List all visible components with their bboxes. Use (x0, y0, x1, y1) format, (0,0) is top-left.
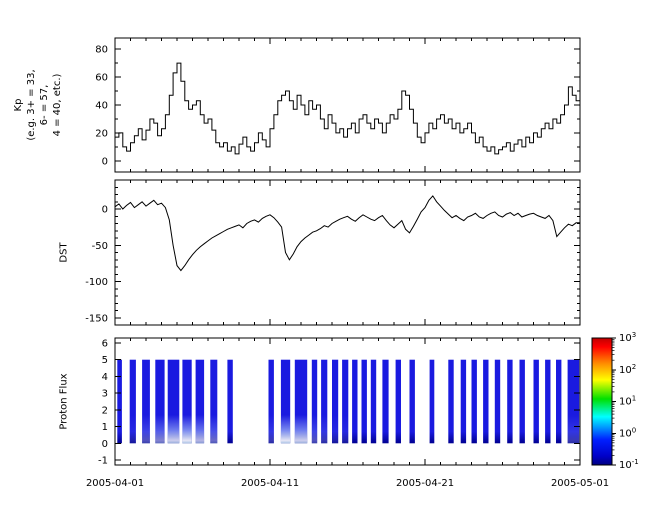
proton-flux-bar (352, 359, 358, 444)
y-tick-label: 0 (102, 439, 108, 450)
proton-flux-hot-region (155, 414, 165, 444)
y-tick-label: 0 (102, 156, 108, 167)
proton-flux-bar (409, 359, 415, 444)
proton-flux-hot-region (210, 414, 218, 444)
proton-flux-hot-region (332, 414, 339, 444)
proton-flux-bar (545, 359, 551, 444)
colorbar-tick-label: 101 (619, 395, 636, 408)
proton-flux-hot-region (182, 414, 192, 444)
proton-flux-bar (483, 359, 489, 444)
y-tick-label: 1 (102, 422, 108, 433)
kp-axis-label-line: (e.g. 3+ = 33, (26, 69, 37, 141)
proton-flux-bar (332, 359, 339, 444)
proton-flux-bar (268, 359, 274, 444)
y-tick-label: 6 (102, 339, 108, 350)
kp-axis-label-line: 6- = 57, (39, 84, 50, 126)
proton-flux-bar (361, 359, 367, 444)
y-tick-label: 0 (102, 205, 108, 216)
kp-axis-label: Kp (e.g. 3+ = 33, 6- = 57, 4 = 40, etc.) (12, 30, 64, 180)
proton-flux-bar (448, 359, 454, 444)
x-tick-label: 2005-04-11 (241, 478, 299, 489)
dst-line (114, 195, 580, 272)
dst-axis-label: DST (58, 242, 70, 263)
kp-panel-axes: 0 20 40 60 80 (95, 37, 581, 173)
kp-axis-label-line: 4 = 40, etc.) (52, 73, 63, 137)
proton-flux-bar (460, 359, 467, 444)
proton-flux-bar (533, 359, 539, 444)
proton-flux-hot-region (167, 414, 180, 444)
y-tick-label: -100 (85, 277, 108, 288)
y-tick-label: 40 (95, 101, 108, 112)
y-tick-label: -150 (85, 313, 108, 324)
kp-line (115, 62, 580, 155)
proton-flux-axis-label: Proton Flux (58, 373, 70, 430)
proton-flux-bar (155, 359, 165, 444)
y-tick-label: -1 (98, 456, 108, 467)
proton-flux-bar (567, 359, 580, 444)
y-tick-label: 60 (95, 73, 108, 84)
proton-flux-hot-region (311, 414, 318, 444)
kp-axis-label-line: Kp (13, 98, 24, 112)
colorbar-tick-label: 103 (619, 331, 636, 344)
y-tick-label: 20 (95, 128, 108, 139)
proton-flux-bar (429, 359, 435, 444)
proton-flux-bar (210, 359, 218, 444)
proton-flux-bars (117, 359, 580, 444)
y-tick-label: 80 (95, 45, 108, 56)
y-tick-label: 3 (102, 389, 108, 400)
proton-flux-bar (342, 359, 349, 444)
colorbar-tick-label: 102 (619, 363, 636, 376)
proton-flux-bar (519, 359, 525, 444)
y-tick-label: 5 (102, 355, 108, 366)
proton-flux-bar (167, 359, 180, 444)
proton-flux-hot-region (195, 414, 205, 444)
proton-flux-bar (227, 359, 233, 444)
proton-flux-hot-region (321, 414, 328, 444)
colorbar-gradient (592, 338, 612, 465)
dst-panel-axes: 0 -50 -100 -150 (85, 179, 581, 326)
colorbar-tick-label: 100 (619, 426, 636, 439)
x-tick-label: 2005-04-01 (86, 478, 144, 489)
proton-flux-bar (280, 359, 291, 444)
proton-flux-bar (321, 359, 328, 444)
proton-flux-hot-region (567, 414, 580, 444)
proton-flux-bar (117, 359, 122, 444)
proton-flux-bar (494, 359, 501, 444)
proton-flux-hot-region (268, 414, 274, 444)
y-tick-label: 2 (102, 405, 108, 416)
colorbar: 103 102 101 100 10-1 (591, 331, 639, 471)
y-tick-label: 4 (102, 372, 108, 383)
x-tick-label: 2005-04-21 (396, 478, 454, 489)
proton-flux-hot-region (129, 414, 136, 444)
proton-flux-bar (129, 359, 136, 444)
colorbar-tick-label: 10-1 (619, 458, 639, 471)
x-tick-label: 2005-05-01 (551, 478, 609, 489)
proton-flux-bar (370, 359, 377, 444)
proton-flux-bar (556, 359, 562, 444)
y-tick-label: -50 (92, 241, 108, 252)
proton-flux-hot-region (342, 414, 349, 444)
proton-flux-bar (382, 359, 389, 444)
proton-flux-bar (182, 359, 192, 444)
proton-flux-bar (195, 359, 205, 444)
proton-flux-panel-axes: 6 5 4 3 2 1 0 -1 (98, 337, 581, 467)
proton-flux-bar (395, 359, 401, 444)
proton-flux-bar (142, 359, 150, 444)
proton-flux-hot-region (280, 414, 291, 444)
proton-flux-bar (507, 359, 513, 444)
proton-flux-bar (311, 359, 318, 444)
x-axis-labels: 2005-04-01 2005-04-11 2005-04-21 2005-05-01 (86, 478, 609, 489)
proton-flux-bar (471, 359, 477, 444)
proton-flux-hot-region (142, 414, 150, 444)
proton-flux-hot-region (294, 414, 308, 444)
